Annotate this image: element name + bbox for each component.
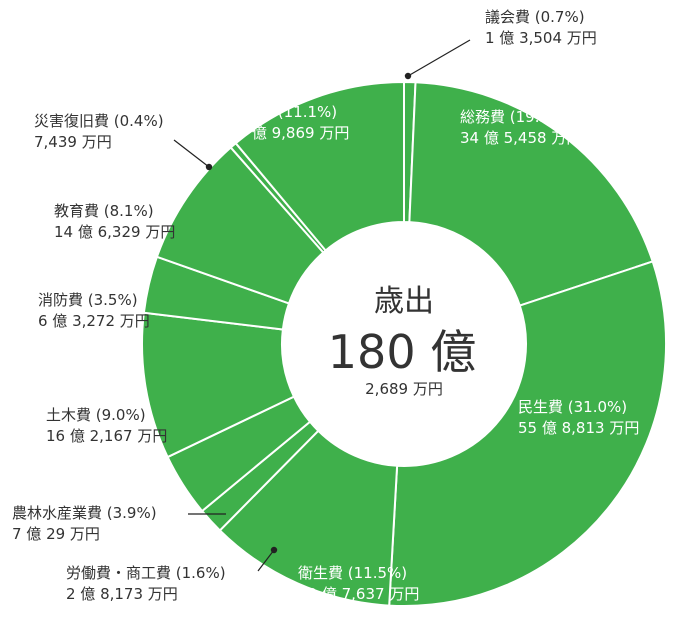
- slice-amount-10: 7,439 万円: [34, 133, 112, 151]
- leader-dot-10: [205, 163, 213, 171]
- slice-label-2: 総務費 (19.2%): [460, 108, 569, 126]
- slice-amount-1: 1 億 3,504 万円: [485, 29, 597, 47]
- leader-line-1: [407, 39, 471, 77]
- slice-label-7: 土木費 (9.0%): [46, 406, 146, 424]
- slice-amount-8: 6 億 3,272 万円: [38, 312, 150, 330]
- center-title: 歳出: [374, 284, 434, 319]
- slice-amount-9: 14 億 6,329 万円: [54, 223, 175, 241]
- slice-amount-6: 7 億 29 万円: [12, 525, 100, 543]
- slice-label-9: 教育費 (8.1%): [54, 202, 154, 220]
- slice-label-3: 民生費 (31.0%): [518, 398, 627, 416]
- slice-amount-2: 34 億 5,458 万円: [460, 129, 581, 147]
- leader-line-5: [257, 549, 275, 572]
- slice-amount-11: 19 億 9,869 万円: [228, 124, 349, 142]
- leader-line-10: [173, 139, 210, 168]
- leader-dot-1: [404, 72, 412, 80]
- center-subtotal: 2,689 万円: [365, 380, 443, 398]
- donut-slices: [141, 80, 667, 607]
- slice-label-6: 農林水産業費 (3.9%): [12, 504, 157, 522]
- slice-amount-3: 55 億 8,813 万円: [518, 419, 639, 437]
- slice-label-8: 消防費 (3.5%): [38, 291, 138, 309]
- slice-label-11: 公債費 (11.1%): [228, 103, 337, 121]
- slice-label-1: 議会費 (0.7%): [485, 8, 585, 26]
- leader-lines: [173, 39, 471, 572]
- slice-label-10: 災害復旧費 (0.4%): [34, 112, 164, 130]
- slice-amount-5: 2 億 8,173 万円: [66, 585, 178, 603]
- slice-amount-7: 16 億 2,167 万円: [46, 427, 167, 445]
- leader-dot-5: [270, 546, 278, 554]
- slice-amount-4: 20 億 7,637 万円: [298, 585, 419, 603]
- slice-label-5: 労働費・商工費 (1.6%): [66, 564, 226, 582]
- donut-hole: [282, 222, 526, 466]
- slice-label-4: 衛生費 (11.5%): [298, 564, 407, 582]
- center-total: 180 億: [328, 325, 476, 379]
